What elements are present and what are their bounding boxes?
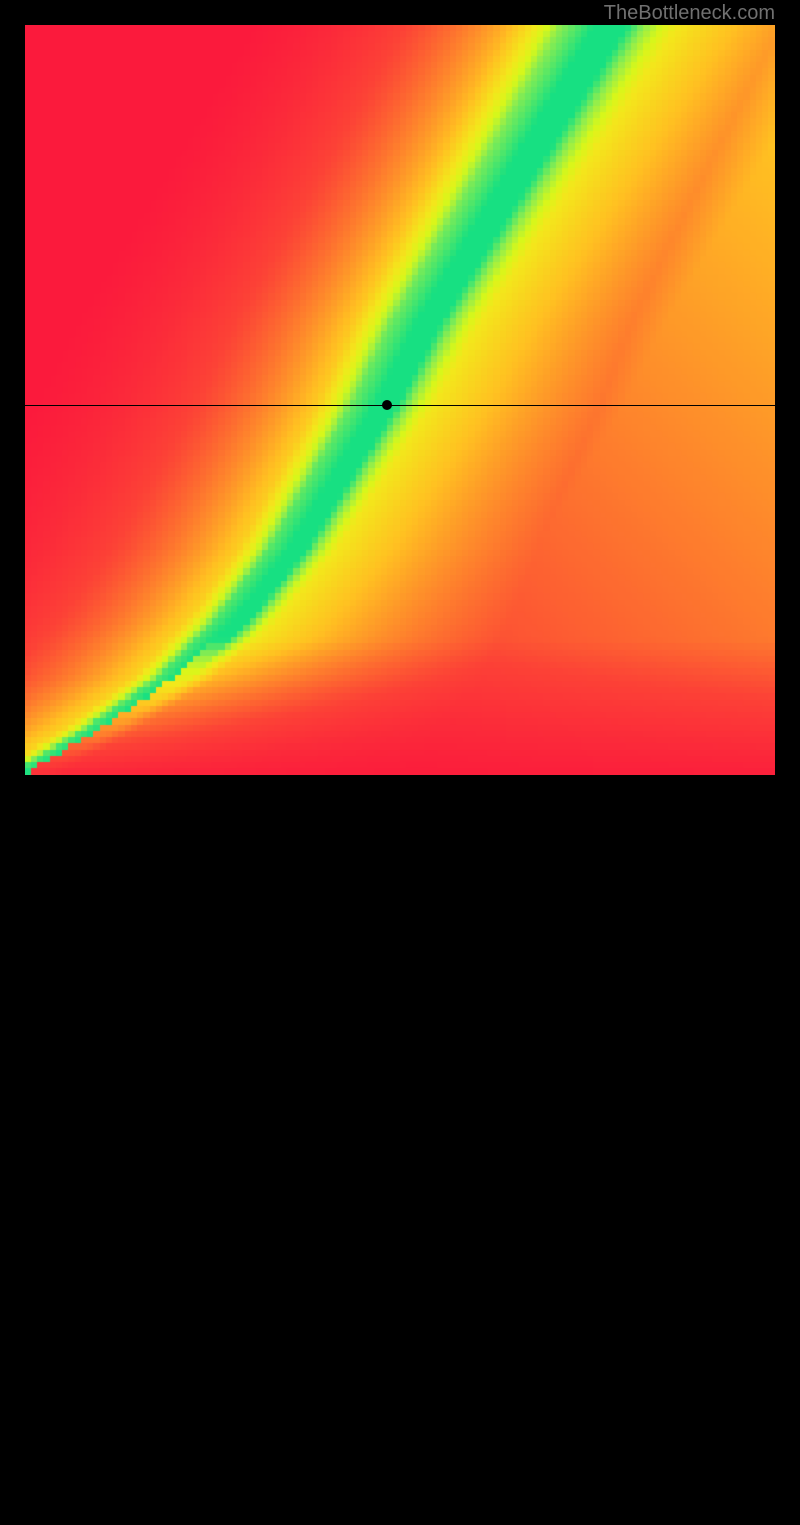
crosshair-marker[interactable]: [382, 400, 392, 410]
heatmap-plot: [25, 25, 775, 775]
crosshair-horizontal: [25, 405, 775, 406]
crosshair-vertical: [387, 775, 388, 1525]
heatmap-canvas: [25, 25, 775, 775]
watermark-text: TheBottleneck.com: [604, 2, 775, 25]
